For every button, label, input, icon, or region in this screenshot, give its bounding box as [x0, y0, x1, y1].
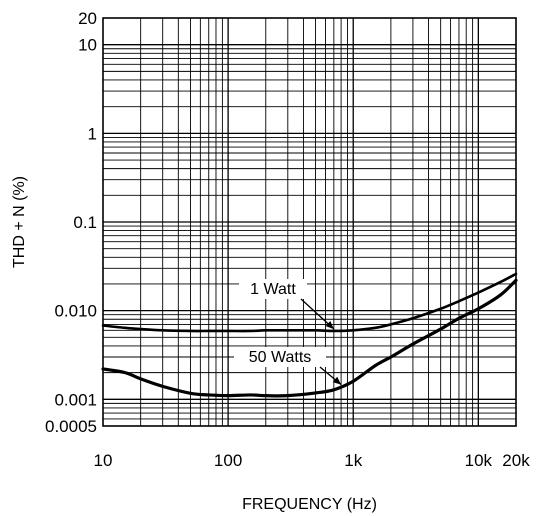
x-tick-labels: 10 100 1k 10k 20k — [94, 451, 531, 470]
annotation-arrowhead — [325, 320, 334, 329]
y-tick-label: 0.1 — [73, 213, 97, 232]
y-tick-label: 0.001 — [54, 390, 97, 409]
annotation-arrowhead — [332, 376, 342, 385]
x-tick-label: 10 — [94, 451, 113, 470]
plot-frame — [102, 17, 517, 427]
y-tick-label: 10 — [78, 36, 97, 55]
annotation-bg — [239, 279, 307, 299]
annotation-layer: 1 Watt 50 Watts — [234, 279, 342, 386]
x-tick-label: 20k — [502, 451, 530, 470]
y-tick-label: 0.0005 — [45, 417, 97, 436]
annotation-label: 50 Watts — [249, 349, 312, 366]
y-tick-label: 1 — [88, 124, 97, 143]
x-tick-label: 1k — [344, 451, 362, 470]
series-line-2 — [101, 278, 518, 398]
x-tick-label: 10k — [465, 451, 493, 470]
y-tick-label: 20 — [78, 9, 97, 28]
x-axis-title: FREQUENCY (Hz) — [242, 496, 377, 513]
annotation-label: 1 Watt — [250, 281, 296, 298]
annotation-bg — [234, 347, 326, 367]
y-tick-labels: 20 10 1 0.1 0.010 0.001 0.0005 — [45, 9, 97, 436]
series-line-1 — [101, 272, 518, 333]
series-layer — [101, 272, 518, 398]
y-axis-title: THD + N (%) — [11, 176, 28, 268]
x-tick-label: 100 — [214, 451, 242, 470]
y-tick-label: 0.010 — [54, 302, 97, 321]
